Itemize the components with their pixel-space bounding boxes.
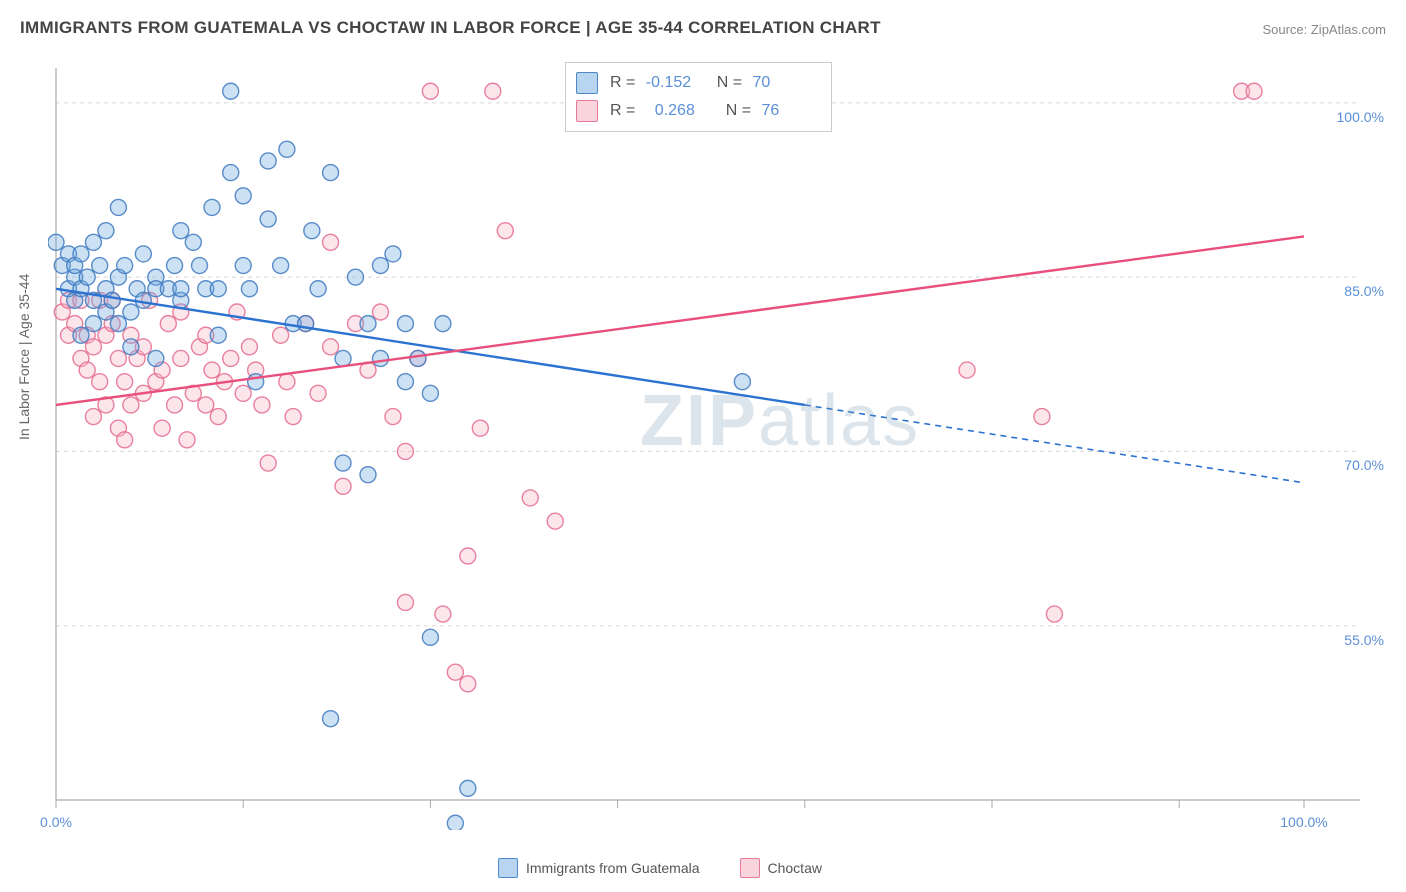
- legend-swatch-icon: [576, 100, 598, 122]
- stats-row-series-a: R = -0.152 N = 70: [576, 69, 817, 97]
- x-tick-label: 100.0%: [1280, 814, 1327, 830]
- legend-swatch-icon: [576, 72, 598, 94]
- legend-swatch-icon: [498, 858, 518, 878]
- correlation-stats-box: R = -0.152 N = 70 R = 0.268 N = 76: [565, 62, 832, 132]
- stat-n-value: 70: [752, 69, 808, 97]
- legend-swatch-icon: [740, 858, 760, 878]
- legend-label: Choctaw: [768, 860, 822, 876]
- stats-row-series-b: R = 0.268 N = 76: [576, 97, 817, 125]
- legend-item-series-a: Immigrants from Guatemala: [498, 858, 700, 878]
- stat-r-value: -0.152: [646, 69, 702, 97]
- y-axis-label: In Labor Force | Age 35-44: [16, 274, 32, 440]
- stat-n-value: 76: [761, 97, 817, 125]
- y-tick-label: 55.0%: [1344, 632, 1384, 648]
- y-tick-label: 85.0%: [1344, 283, 1384, 299]
- chart-title: IMMIGRANTS FROM GUATEMALA VS CHOCTAW IN …: [20, 18, 881, 38]
- stat-label: R =: [610, 69, 640, 97]
- stat-label: N =: [708, 69, 747, 97]
- source-attribution: Source: ZipAtlas.com: [1262, 22, 1386, 37]
- x-tick-label: 0.0%: [40, 814, 72, 830]
- y-tick-label: 70.0%: [1344, 457, 1384, 473]
- bottom-legend: Immigrants from Guatemala Choctaw: [498, 858, 822, 878]
- y-tick-label: 100.0%: [1337, 109, 1384, 125]
- stat-label: N =: [717, 97, 756, 125]
- stat-label: R =: [610, 97, 640, 125]
- legend-label: Immigrants from Guatemala: [526, 860, 700, 876]
- legend-item-series-b: Choctaw: [740, 858, 822, 878]
- scatter-plot: [48, 60, 1368, 830]
- stat-r-value: 0.268: [646, 97, 711, 125]
